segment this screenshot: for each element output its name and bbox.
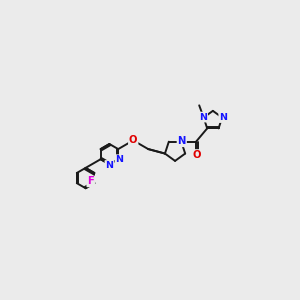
Text: O: O <box>192 150 201 160</box>
Text: N: N <box>105 161 113 170</box>
Text: F: F <box>87 176 94 186</box>
Text: N: N <box>178 136 186 146</box>
Text: N: N <box>116 155 124 164</box>
Text: N: N <box>199 112 207 122</box>
Text: N: N <box>219 113 227 122</box>
Text: O: O <box>129 135 137 146</box>
